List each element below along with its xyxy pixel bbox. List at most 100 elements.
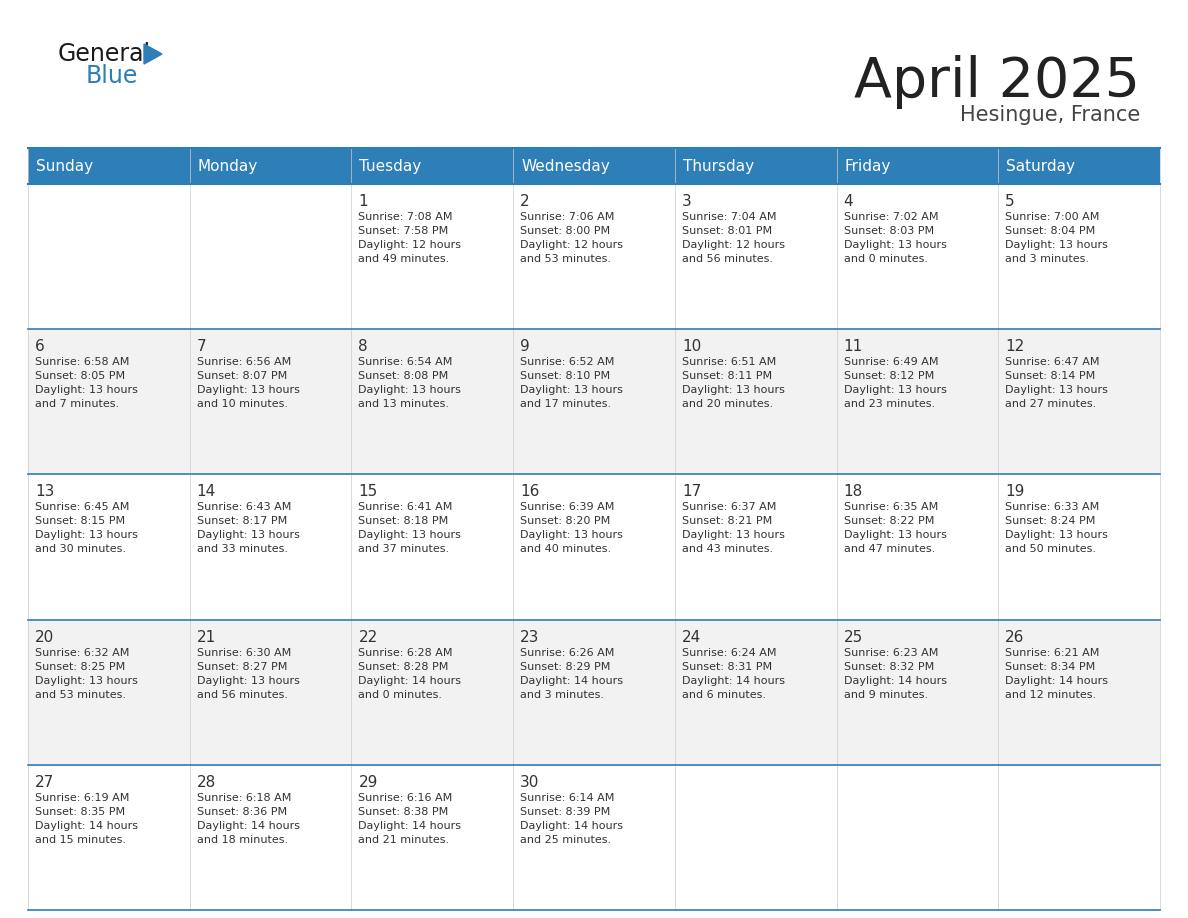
Bar: [675, 475, 836, 620]
Bar: [29, 765, 190, 910]
Bar: [998, 620, 1159, 765]
Bar: [352, 148, 513, 184]
Text: 30: 30: [520, 775, 539, 789]
Bar: [29, 620, 190, 765]
Bar: [675, 148, 836, 184]
Text: Sunrise: 7:06 AM
Sunset: 8:00 PM
Daylight: 12 hours
and 53 minutes.: Sunrise: 7:06 AM Sunset: 8:00 PM Dayligh…: [520, 212, 624, 264]
Bar: [29, 475, 190, 620]
Text: 15: 15: [359, 485, 378, 499]
Text: Sunrise: 6:32 AM
Sunset: 8:25 PM
Daylight: 13 hours
and 53 minutes.: Sunrise: 6:32 AM Sunset: 8:25 PM Dayligh…: [34, 647, 138, 700]
Text: April 2025: April 2025: [854, 55, 1140, 109]
Text: 12: 12: [1005, 339, 1024, 354]
Text: 27: 27: [34, 775, 55, 789]
Text: 21: 21: [197, 630, 216, 644]
Bar: [675, 765, 836, 910]
Bar: [352, 620, 513, 765]
Text: Sunrise: 6:21 AM
Sunset: 8:34 PM
Daylight: 14 hours
and 12 minutes.: Sunrise: 6:21 AM Sunset: 8:34 PM Dayligh…: [1005, 647, 1108, 700]
Text: 24: 24: [682, 630, 701, 644]
Bar: [675, 184, 836, 330]
Text: 1: 1: [359, 194, 368, 209]
Text: 29: 29: [359, 775, 378, 789]
Bar: [352, 184, 513, 330]
Bar: [998, 184, 1159, 330]
Text: Sunday: Sunday: [36, 159, 93, 174]
Polygon shape: [144, 44, 162, 64]
Text: Sunrise: 6:52 AM
Sunset: 8:10 PM
Daylight: 13 hours
and 17 minutes.: Sunrise: 6:52 AM Sunset: 8:10 PM Dayligh…: [520, 357, 623, 409]
Text: Sunrise: 6:18 AM
Sunset: 8:36 PM
Daylight: 14 hours
and 18 minutes.: Sunrise: 6:18 AM Sunset: 8:36 PM Dayligh…: [197, 793, 299, 845]
Bar: [836, 148, 998, 184]
Bar: [836, 330, 998, 475]
Bar: [190, 184, 352, 330]
Bar: [998, 330, 1159, 475]
Bar: [998, 148, 1159, 184]
Text: 23: 23: [520, 630, 539, 644]
Text: Sunrise: 6:19 AM
Sunset: 8:35 PM
Daylight: 14 hours
and 15 minutes.: Sunrise: 6:19 AM Sunset: 8:35 PM Dayligh…: [34, 793, 138, 845]
Text: 6: 6: [34, 339, 45, 354]
Text: Tuesday: Tuesday: [360, 159, 422, 174]
Text: 14: 14: [197, 485, 216, 499]
Bar: [836, 765, 998, 910]
Bar: [190, 620, 352, 765]
Text: Sunrise: 6:58 AM
Sunset: 8:05 PM
Daylight: 13 hours
and 7 minutes.: Sunrise: 6:58 AM Sunset: 8:05 PM Dayligh…: [34, 357, 138, 409]
Text: Sunrise: 6:49 AM
Sunset: 8:12 PM
Daylight: 13 hours
and 23 minutes.: Sunrise: 6:49 AM Sunset: 8:12 PM Dayligh…: [843, 357, 947, 409]
Bar: [675, 330, 836, 475]
Text: Sunrise: 6:47 AM
Sunset: 8:14 PM
Daylight: 13 hours
and 27 minutes.: Sunrise: 6:47 AM Sunset: 8:14 PM Dayligh…: [1005, 357, 1108, 409]
Bar: [836, 184, 998, 330]
Bar: [190, 765, 352, 910]
Bar: [998, 765, 1159, 910]
Bar: [29, 148, 190, 184]
Bar: [513, 475, 675, 620]
Text: Sunrise: 6:33 AM
Sunset: 8:24 PM
Daylight: 13 hours
and 50 minutes.: Sunrise: 6:33 AM Sunset: 8:24 PM Dayligh…: [1005, 502, 1108, 554]
Text: 4: 4: [843, 194, 853, 209]
Text: 26: 26: [1005, 630, 1025, 644]
Text: 3: 3: [682, 194, 691, 209]
Bar: [352, 765, 513, 910]
Text: 7: 7: [197, 339, 207, 354]
Bar: [29, 330, 190, 475]
Bar: [675, 620, 836, 765]
Text: 11: 11: [843, 339, 862, 354]
Bar: [836, 475, 998, 620]
Text: Wednesday: Wednesday: [522, 159, 609, 174]
Text: 22: 22: [359, 630, 378, 644]
Text: Sunrise: 6:28 AM
Sunset: 8:28 PM
Daylight: 14 hours
and 0 minutes.: Sunrise: 6:28 AM Sunset: 8:28 PM Dayligh…: [359, 647, 461, 700]
Bar: [190, 475, 352, 620]
Text: Sunrise: 7:02 AM
Sunset: 8:03 PM
Daylight: 13 hours
and 0 minutes.: Sunrise: 7:02 AM Sunset: 8:03 PM Dayligh…: [843, 212, 947, 264]
Text: Sunrise: 6:14 AM
Sunset: 8:39 PM
Daylight: 14 hours
and 25 minutes.: Sunrise: 6:14 AM Sunset: 8:39 PM Dayligh…: [520, 793, 624, 845]
Text: Sunrise: 6:30 AM
Sunset: 8:27 PM
Daylight: 13 hours
and 56 minutes.: Sunrise: 6:30 AM Sunset: 8:27 PM Dayligh…: [197, 647, 299, 700]
Bar: [352, 475, 513, 620]
Text: Sunrise: 6:26 AM
Sunset: 8:29 PM
Daylight: 14 hours
and 3 minutes.: Sunrise: 6:26 AM Sunset: 8:29 PM Dayligh…: [520, 647, 624, 700]
Bar: [352, 330, 513, 475]
Text: Sunrise: 6:39 AM
Sunset: 8:20 PM
Daylight: 13 hours
and 40 minutes.: Sunrise: 6:39 AM Sunset: 8:20 PM Dayligh…: [520, 502, 623, 554]
Text: 20: 20: [34, 630, 55, 644]
Text: 16: 16: [520, 485, 539, 499]
Text: 8: 8: [359, 339, 368, 354]
Bar: [513, 620, 675, 765]
Text: Sunrise: 6:24 AM
Sunset: 8:31 PM
Daylight: 14 hours
and 6 minutes.: Sunrise: 6:24 AM Sunset: 8:31 PM Dayligh…: [682, 647, 785, 700]
Text: Friday: Friday: [845, 159, 891, 174]
Text: Sunrise: 6:45 AM
Sunset: 8:15 PM
Daylight: 13 hours
and 30 minutes.: Sunrise: 6:45 AM Sunset: 8:15 PM Dayligh…: [34, 502, 138, 554]
Text: 17: 17: [682, 485, 701, 499]
Text: 19: 19: [1005, 485, 1025, 499]
Text: Thursday: Thursday: [683, 159, 754, 174]
Text: Sunrise: 7:04 AM
Sunset: 8:01 PM
Daylight: 12 hours
and 56 minutes.: Sunrise: 7:04 AM Sunset: 8:01 PM Dayligh…: [682, 212, 785, 264]
Text: 9: 9: [520, 339, 530, 354]
Text: Sunrise: 6:51 AM
Sunset: 8:11 PM
Daylight: 13 hours
and 20 minutes.: Sunrise: 6:51 AM Sunset: 8:11 PM Dayligh…: [682, 357, 785, 409]
Bar: [190, 148, 352, 184]
Bar: [836, 620, 998, 765]
Bar: [998, 475, 1159, 620]
Text: 10: 10: [682, 339, 701, 354]
Text: Monday: Monday: [197, 159, 258, 174]
Text: 25: 25: [843, 630, 862, 644]
Text: Sunrise: 7:08 AM
Sunset: 7:58 PM
Daylight: 12 hours
and 49 minutes.: Sunrise: 7:08 AM Sunset: 7:58 PM Dayligh…: [359, 212, 461, 264]
Text: Sunrise: 6:23 AM
Sunset: 8:32 PM
Daylight: 14 hours
and 9 minutes.: Sunrise: 6:23 AM Sunset: 8:32 PM Dayligh…: [843, 647, 947, 700]
Text: Sunrise: 7:00 AM
Sunset: 8:04 PM
Daylight: 13 hours
and 3 minutes.: Sunrise: 7:00 AM Sunset: 8:04 PM Dayligh…: [1005, 212, 1108, 264]
Text: Sunrise: 6:54 AM
Sunset: 8:08 PM
Daylight: 13 hours
and 13 minutes.: Sunrise: 6:54 AM Sunset: 8:08 PM Dayligh…: [359, 357, 461, 409]
Text: 28: 28: [197, 775, 216, 789]
Text: Sunrise: 6:35 AM
Sunset: 8:22 PM
Daylight: 13 hours
and 47 minutes.: Sunrise: 6:35 AM Sunset: 8:22 PM Dayligh…: [843, 502, 947, 554]
Text: Sunrise: 6:56 AM
Sunset: 8:07 PM
Daylight: 13 hours
and 10 minutes.: Sunrise: 6:56 AM Sunset: 8:07 PM Dayligh…: [197, 357, 299, 409]
Text: Sunrise: 6:37 AM
Sunset: 8:21 PM
Daylight: 13 hours
and 43 minutes.: Sunrise: 6:37 AM Sunset: 8:21 PM Dayligh…: [682, 502, 785, 554]
Text: Saturday: Saturday: [1006, 159, 1075, 174]
Text: 2: 2: [520, 194, 530, 209]
Bar: [513, 765, 675, 910]
